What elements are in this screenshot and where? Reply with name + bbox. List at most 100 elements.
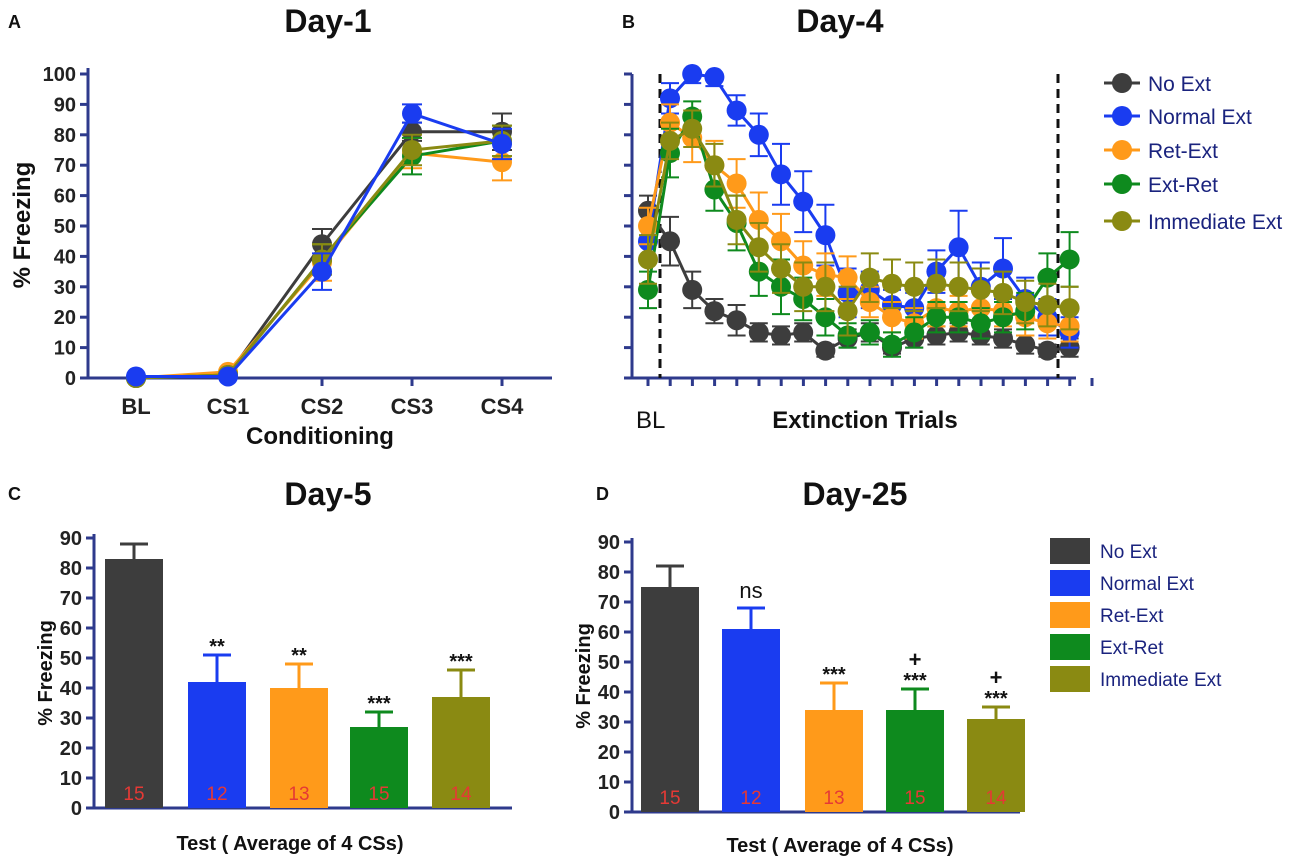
panel-a-series-normal-ext [126,103,512,387]
panel-b-point-immediate-ext [926,273,947,294]
panel-b-point-no-ext [993,328,1013,349]
panel-b-point-normal-ext [948,237,969,258]
panel-b-point-immediate-ext [748,237,769,258]
panel-a-xtick-label: CS1 [207,394,250,419]
panel-b-series-ext-ret [638,100,1080,358]
panel-d-bar-normal-ext [722,629,780,812]
panel-b-point-normal-ext [660,88,680,109]
panel-a-ytick-label: 100 [43,64,76,86]
panel-d-ytick-label: 90 [598,532,620,554]
panel-a-title: Day-1 [284,3,371,39]
legend-label-ext-ret: Ext-Ret [1100,638,1164,659]
panel-c-n-label-ret-ext: 13 [288,784,309,805]
panel-c-n-label-immediate-ext: 14 [450,784,472,805]
panel-a-ytick-label: 60 [54,186,76,208]
panel-c-n-label-ext-ret: 15 [368,784,389,805]
panel-c-ytick-label: 90 [60,528,82,550]
panel-b-point-no-ext [1037,340,1058,361]
legend-marker-normal-ext [1112,106,1132,126]
panel-c-ylabel: % Freezing [35,620,57,726]
panel-b-point-normal-ext [704,67,725,88]
panel-b-point-ext-ret [970,313,991,334]
panel-a-point-no-ext [402,121,422,142]
legend-label-no-ext: No Ext [1148,73,1211,96]
panel-a-ytick-label: 20 [54,307,76,329]
panel-d-significance-normal-ext: ns [739,578,762,603]
panel-a-point-normal-ext [218,366,238,387]
panel-d-significance-ext-ret: *** [903,670,927,692]
panel-d-xlabel: Test ( Average of 4 CSs) [726,835,953,857]
legend-label-normal-ext: Normal Ext [1148,106,1252,129]
legend-swatch-ext-ret [1050,634,1090,660]
panel-a-ytick-label: 50 [54,216,76,238]
panel-a-point-ret-ext [492,152,512,173]
panel-a-ytick-label: 90 [54,94,76,116]
panel-d-plus-immediate-ext: + [990,665,1003,690]
panel-b-point-immediate-ext [1059,298,1080,319]
panel-b-point-immediate-ext [948,276,969,297]
panel-b-series-ret-ext [638,103,1080,343]
panel-b-point-normal-ext [793,191,814,212]
panel-c-ytick-label: 20 [60,738,82,760]
panel-a-ytick-label: 10 [54,338,76,360]
panel-b-point-immediate-ext [704,155,725,176]
panel-b-point-immediate-ext [904,276,925,297]
panel-b-point-normal-ext [682,64,703,84]
panel-d-significance-ret-ext: *** [822,664,846,686]
panel-b-point-immediate-ext [771,258,791,279]
panel-b-point-normal-ext [993,258,1013,279]
panel-d-ytick-label: 80 [598,562,620,584]
panel-d-title: Day-25 [803,476,908,512]
panel-c-ytick-label: 60 [60,618,82,640]
panel-b-point-no-ext [926,325,947,346]
panel-b-point-normal-ext [726,100,747,121]
panel-b-point-no-ext [1015,334,1036,355]
panel-c-ytick-label: 80 [60,558,82,580]
panel-b-point-no-ext [682,279,703,300]
panel-letter-b: B [622,12,635,32]
legend-swatch-normal-ext [1050,570,1090,596]
panel-d-bar-no-ext [641,587,699,812]
legend-marker-immediate-ext [1112,211,1132,231]
panel-c-ytick-label: 0 [71,798,82,820]
panel-c-significance-normal-ext: ** [209,636,225,658]
panel-a-point-normal-ext [402,103,422,124]
panel-b-title: Day-4 [796,3,883,39]
panel-b-point-ret-ext [726,173,747,194]
panel-letter-c: C [8,484,21,504]
panel-b-point-immediate-ext [682,118,703,139]
panel-a-ytick-label: 70 [54,155,76,177]
panel-d-plus-ext-ret: + [909,647,922,672]
panel-b-point-ext-ret [638,279,658,300]
panel-d-ytick-label: 10 [598,772,620,794]
panel-a-point-normal-ext [126,366,146,387]
panel-a-xtick-label: CS4 [481,394,525,419]
panel-d-legend: No Ext Normal Ext Ret-Ext Ext-Ret Immediate … [1050,538,1222,692]
panel-d-ytick-label: 30 [598,712,620,734]
panel-b-point-immediate-ext [882,273,902,294]
panel-c-ytick-label: 10 [60,768,82,790]
panel-d-n-label-ret-ext: 13 [823,788,844,809]
panel-d-ytick-label: 60 [598,622,620,644]
legend-marker-no-ext [1112,73,1132,93]
panel-c-day5: C Day-5 % Freezing Test ( Average of 4 C… [8,476,512,855]
panel-b-point-no-ext [660,231,680,252]
panel-b-point-immediate-ext [1037,295,1058,316]
panel-d-ytick-label: 20 [598,742,620,764]
panel-b-point-no-ext [793,322,814,343]
legend-label-no-ext: No Ext [1100,542,1158,563]
panel-b-point-ext-ret [704,179,725,200]
panel-c-xlabel: Test ( Average of 4 CSs) [176,833,403,855]
panel-b-point-ext-ret [948,307,969,328]
panel-b-point-no-ext [815,340,836,361]
panel-b-point-immediate-ext [815,276,836,297]
panel-a-xtick-label: CS3 [391,394,434,419]
panel-b-legend: No Ext Normal Ext Ret-Ext Ext-Ret Immediate … [1104,73,1282,234]
panel-b-point-no-ext [771,325,791,346]
legend-label-immediate-ext: Immediate Ext [1100,670,1222,691]
panel-c-significance-ret-ext: ** [291,645,307,667]
panel-b-point-ret-ext [748,209,769,230]
panel-b-point-immediate-ext [660,130,680,151]
panel-c-bar-no-ext [105,559,163,808]
